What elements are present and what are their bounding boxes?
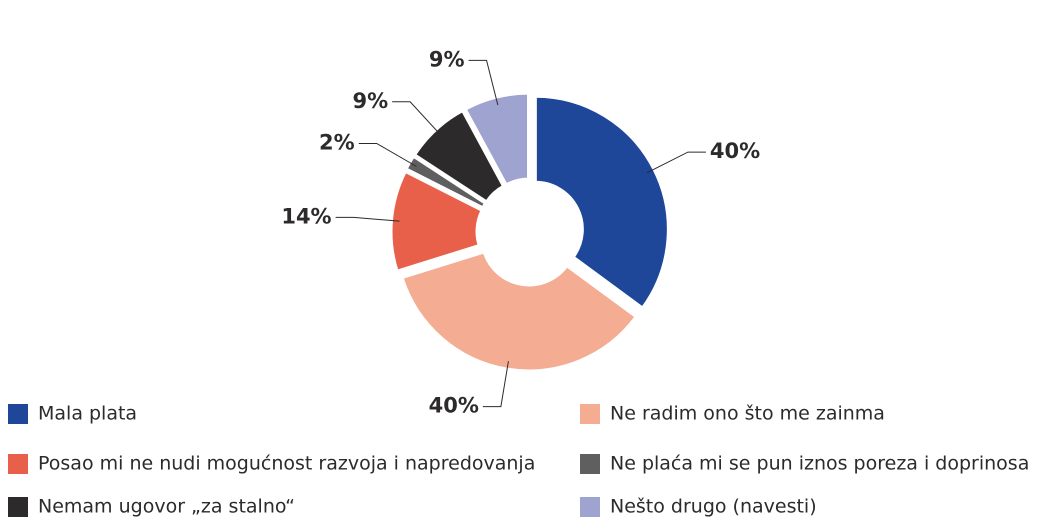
donut-slice [400, 250, 639, 373]
value-label: 9% [352, 89, 388, 113]
donut-slice [389, 169, 485, 274]
legend-label: Nešto drugo (navesti) [610, 496, 817, 518]
value-label: 2% [319, 131, 355, 155]
legend-label: Nemam ugovor „za stalno“ [38, 496, 295, 518]
legend-label: Ne plaća mi se pun iznos poreza i doprin… [610, 453, 1029, 475]
legend-label: Posao mi ne nudi mogućnost razvoja i nap… [38, 453, 535, 475]
legend-swatch [8, 404, 28, 424]
value-label: 40% [710, 139, 760, 163]
legend-swatch [8, 454, 28, 474]
legend-swatch [580, 454, 600, 474]
legend-swatch [580, 497, 600, 517]
legend-label: Mala plata [38, 403, 137, 425]
value-label: 9% [429, 47, 465, 71]
legend-label: Ne radim ono što me zainma [610, 403, 885, 425]
value-label: 40% [429, 394, 479, 418]
donut-slice [463, 91, 531, 187]
leader-line [646, 151, 706, 174]
donut-slice [404, 154, 488, 210]
leader-line [358, 143, 417, 167]
leader-line [335, 216, 400, 222]
value-label: 14% [281, 204, 331, 228]
legend-swatch [8, 497, 28, 517]
legend-swatch [580, 404, 600, 424]
leader-line [468, 59, 499, 106]
donut-slice [533, 94, 670, 311]
leader-line [482, 361, 509, 408]
leader-line [392, 101, 442, 136]
donut-slice [412, 108, 506, 204]
